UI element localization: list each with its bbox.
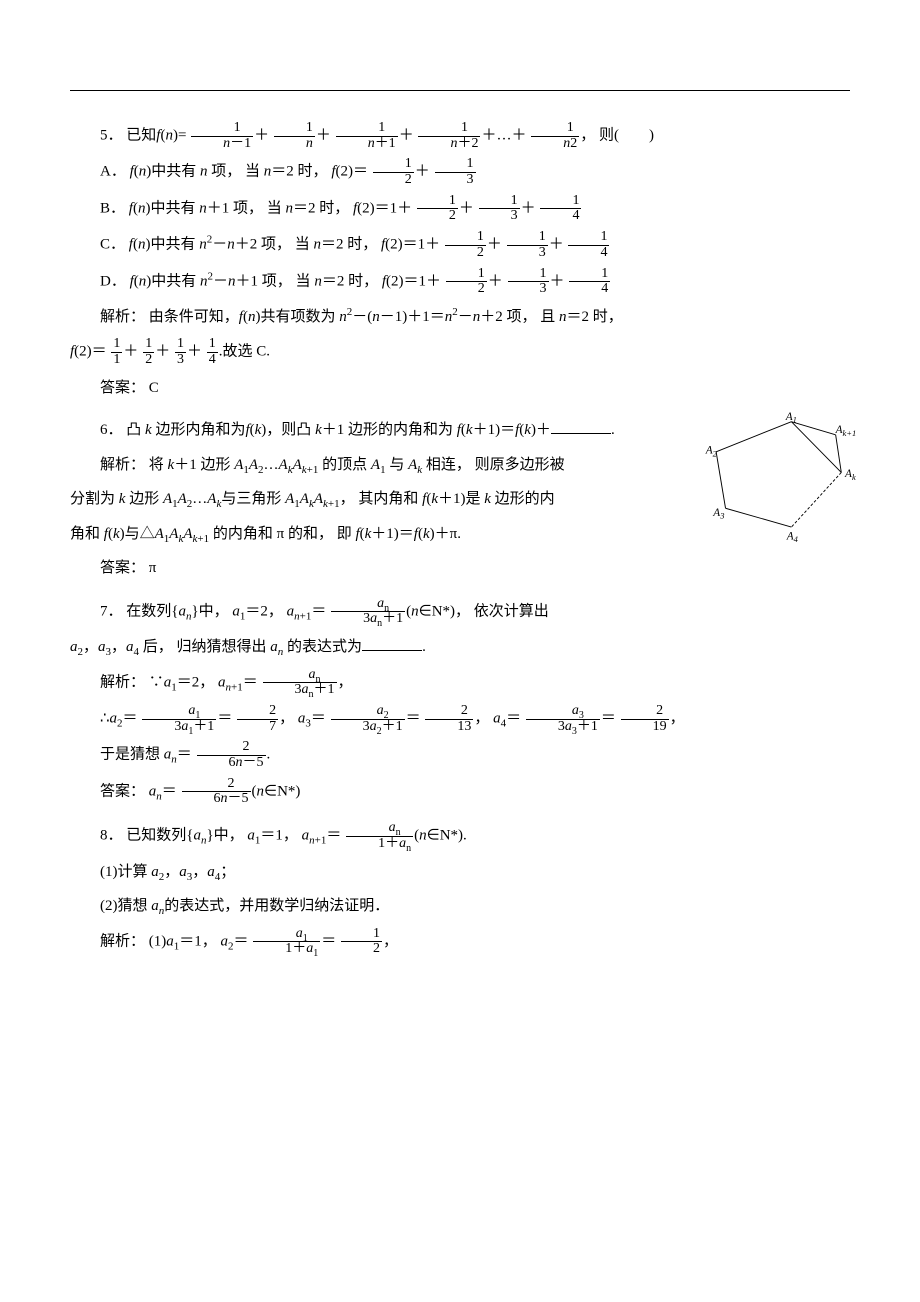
q6-block: A1Ak+1AkA4A3A2 6． 凸 k 边形内角和为f(k)，则凸 k＋1 … xyxy=(70,416,850,583)
polygon-diagram: A1 Ak+1 Ak A4 A3 A2 xyxy=(702,410,862,550)
svg-text:A2: A2 xyxy=(705,445,718,459)
q5-stem: 5． 已知f(n)= 1n－1＋ 1n＋ 1n＋1＋ 1n＋2＋…＋ 1n2， … xyxy=(70,121,850,151)
q7-guess: 于是猜想 an＝ 26n－5. xyxy=(70,740,850,770)
q5-optC: C． f(n)中共有 n2－n＋2 项， 当 n＝2 时， f(2)＝1＋ 12… xyxy=(70,230,850,260)
q5-optB: B． f(n)中共有 n＋1 项， 当 n＝2 时， f(2)＝1＋ 12＋ 1… xyxy=(70,194,850,224)
q7-stem2: a2，a3，a4 后， 归纳猜想得出 an 的表达式为. xyxy=(70,633,850,662)
q5-answer: 答案： C xyxy=(70,374,850,403)
q7-explain1: 解析： ∵a1＝2， an+1＝ an3an＋1， xyxy=(70,668,850,698)
svg-text:Ak: Ak xyxy=(844,468,856,482)
fill-blank xyxy=(551,419,611,434)
q5-optD: D． f(n)中共有 n2－n＋1 项， 当 n＝2 时， f(2)＝1＋ 12… xyxy=(70,267,850,297)
svg-text:A3: A3 xyxy=(712,507,724,521)
svg-text:A1: A1 xyxy=(785,411,797,425)
q5-explain2: f(2)＝ 11＋ 12＋ 13＋ 14.故选 C. xyxy=(70,337,850,367)
q8-sub1: (1)计算 a2，a3，a4； xyxy=(70,858,850,887)
fill-blank xyxy=(362,636,422,651)
svg-text:Ak+1: Ak+1 xyxy=(835,424,857,438)
q6-answer: 答案： π xyxy=(70,554,640,583)
q8-explain: 解析： (1)a1＝1， a2＝ a11＋a1＝ 12， xyxy=(70,927,850,957)
q8-stem: 8． 已知数列{an}中， a1＝1， an+1＝ an1＋an(n∈N*). xyxy=(70,821,850,851)
q6-explain2: 分割为 k 边形 A1A2…Ak与三角形 A1AkAk+1， 其内角和 f(k＋… xyxy=(70,485,640,514)
q7-answer: 答案： an＝ 26n－5(n∈N*) xyxy=(70,777,850,807)
q7-stem: 7． 在数列{an}中， a1＝2， an+1＝ an3an＋1(n∈N*)， … xyxy=(70,597,850,627)
q5-explain1: 解析： 由条件可知，f(n)共有项数为 n2－(n－1)＋1＝n2－n＋2 项，… xyxy=(70,303,850,332)
q6-explain1: 解析： 将 k＋1 边形 A1A2…AkAk+1 的顶点 A1 与 Ak 相连，… xyxy=(70,451,640,480)
q7-calc: ∴a2＝ a13a1＋1＝ 27， a3＝ a23a2＋1＝ 213， a4＝ … xyxy=(70,704,850,734)
q6-explain3: 角和 f(k)与△A1AkAk+1 的内角和 π 的和， 即 f(k＋1)＝f(… xyxy=(70,520,640,549)
q8-sub2: (2)猜想 an的表达式，并用数学归纳法证明． xyxy=(70,892,850,921)
q5-prefix: 5． 已知 xyxy=(100,128,156,144)
q6-stem: 6． 凸 k 边形内角和为f(k)，则凸 k＋1 边形的内角和为 f(k＋1)＝… xyxy=(70,416,640,445)
q5-optA: A． f(n)中共有 n 项， 当 n＝2 时， f(2)＝ 12＋ 13 xyxy=(70,157,850,187)
svg-text:A4: A4 xyxy=(786,531,799,545)
top-rule xyxy=(70,90,850,91)
